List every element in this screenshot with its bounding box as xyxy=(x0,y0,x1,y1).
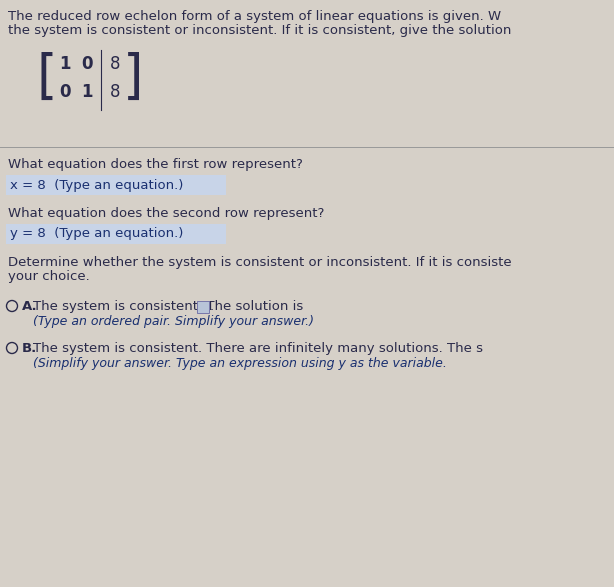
Text: [: [ xyxy=(37,52,57,104)
Text: The reduced row echelon form of a system of linear equations is given. W: The reduced row echelon form of a system… xyxy=(8,10,501,23)
Text: (Simplify your answer. Type an expression using y as the variable.: (Simplify your answer. Type an expressio… xyxy=(33,357,447,370)
Text: the system is consistent or inconsistent. If it is consistent, give the solution: the system is consistent or inconsistent… xyxy=(8,24,511,37)
Text: Determine whether the system is consistent or inconsistent. If it is consiste: Determine whether the system is consiste… xyxy=(8,256,511,269)
Text: A.: A. xyxy=(22,300,37,313)
Text: .: . xyxy=(210,300,214,313)
Text: 1: 1 xyxy=(81,83,93,101)
Text: y = 8  (Type an equation.): y = 8 (Type an equation.) xyxy=(10,228,184,241)
Text: 1: 1 xyxy=(59,55,71,73)
Text: x = 8  (Type an equation.): x = 8 (Type an equation.) xyxy=(10,178,184,191)
Text: The system is consistent. The solution is: The system is consistent. The solution i… xyxy=(33,300,303,313)
Text: ]: ] xyxy=(123,52,143,104)
Text: B.: B. xyxy=(22,342,37,355)
Bar xyxy=(6,175,226,195)
Text: (Type an ordered pair. Simplify your answer.): (Type an ordered pair. Simplify your ans… xyxy=(33,315,314,328)
Text: your choice.: your choice. xyxy=(8,270,90,283)
Bar xyxy=(6,224,226,244)
Text: 8: 8 xyxy=(110,83,120,101)
Text: The system is consistent. There are infinitely many solutions. The s: The system is consistent. There are infi… xyxy=(33,342,483,355)
Text: What equation does the first row represent?: What equation does the first row represe… xyxy=(8,158,303,171)
Text: 0: 0 xyxy=(81,55,93,73)
Bar xyxy=(197,301,209,313)
Text: 8: 8 xyxy=(110,55,120,73)
Text: What equation does the second row represent?: What equation does the second row repres… xyxy=(8,207,324,220)
Text: 0: 0 xyxy=(59,83,71,101)
